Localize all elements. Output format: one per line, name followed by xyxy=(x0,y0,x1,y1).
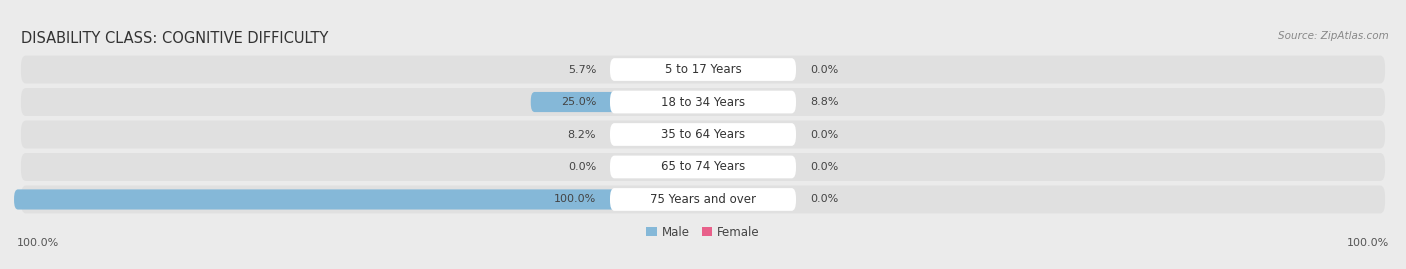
Text: 100.0%: 100.0% xyxy=(1347,238,1389,248)
Text: 0.0%: 0.0% xyxy=(810,65,838,75)
FancyBboxPatch shape xyxy=(21,88,1385,116)
FancyBboxPatch shape xyxy=(610,155,796,178)
FancyBboxPatch shape xyxy=(664,59,703,80)
Text: 5 to 17 Years: 5 to 17 Years xyxy=(665,63,741,76)
Text: 65 to 74 Years: 65 to 74 Years xyxy=(661,161,745,174)
Text: 5.7%: 5.7% xyxy=(568,65,596,75)
Text: Source: ZipAtlas.com: Source: ZipAtlas.com xyxy=(1278,31,1389,41)
FancyBboxPatch shape xyxy=(21,153,1385,181)
Text: 0.0%: 0.0% xyxy=(810,162,838,172)
Text: 100.0%: 100.0% xyxy=(17,238,59,248)
Text: 25.0%: 25.0% xyxy=(561,97,596,107)
Text: 18 to 34 Years: 18 to 34 Years xyxy=(661,95,745,108)
Text: 8.2%: 8.2% xyxy=(568,129,596,140)
FancyBboxPatch shape xyxy=(610,58,796,81)
Text: 0.0%: 0.0% xyxy=(568,162,596,172)
Text: 100.0%: 100.0% xyxy=(554,194,596,204)
FancyBboxPatch shape xyxy=(21,56,1385,83)
FancyBboxPatch shape xyxy=(21,121,1385,148)
FancyBboxPatch shape xyxy=(14,189,703,210)
FancyBboxPatch shape xyxy=(610,188,796,211)
FancyBboxPatch shape xyxy=(21,186,1385,213)
Text: 75 Years and over: 75 Years and over xyxy=(650,193,756,206)
FancyBboxPatch shape xyxy=(703,92,763,112)
Text: 0.0%: 0.0% xyxy=(810,194,838,204)
Legend: Male, Female: Male, Female xyxy=(647,226,759,239)
FancyBboxPatch shape xyxy=(610,123,796,146)
FancyBboxPatch shape xyxy=(610,91,796,114)
FancyBboxPatch shape xyxy=(647,125,703,144)
FancyBboxPatch shape xyxy=(531,92,703,112)
Text: 0.0%: 0.0% xyxy=(810,129,838,140)
Text: DISABILITY CLASS: COGNITIVE DIFFICULTY: DISABILITY CLASS: COGNITIVE DIFFICULTY xyxy=(21,31,329,46)
Text: 35 to 64 Years: 35 to 64 Years xyxy=(661,128,745,141)
Text: 8.8%: 8.8% xyxy=(810,97,838,107)
